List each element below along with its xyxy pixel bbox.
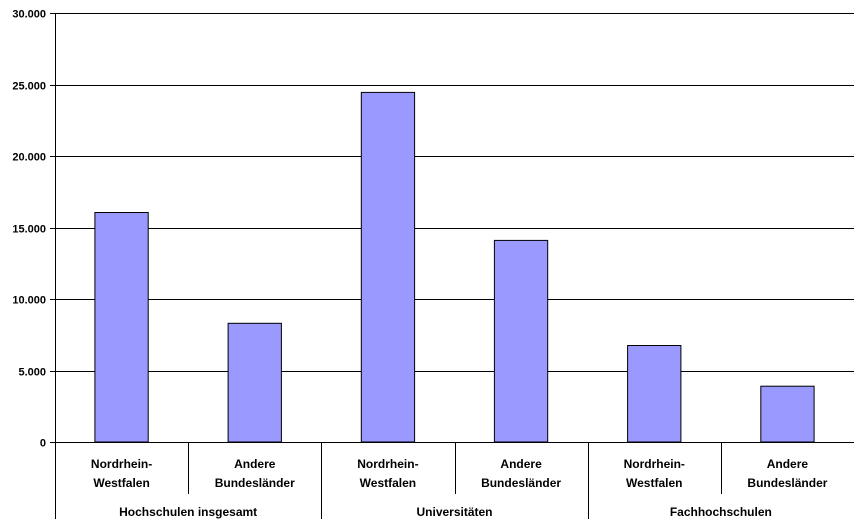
category-label: Andere (767, 457, 809, 471)
bar (627, 345, 682, 443)
bar (760, 385, 815, 443)
bar (493, 239, 549, 443)
category-label: Nordrhein- (357, 457, 418, 471)
axes (55, 13, 854, 519)
bar (227, 322, 282, 443)
category-label: Nordrhein- (91, 457, 152, 471)
y-tick-label: 0 (40, 438, 46, 450)
y-axis-ticks: 0 5.000 10.000 15.000 20.000 25.000 30.000 (12, 9, 55, 450)
y-tick-label: 25.000 (12, 81, 46, 93)
category-labels: Nordrhein- Westfalen Andere Bundesländer Hoc… (91, 457, 828, 519)
category-label: Bundesländer (747, 476, 827, 490)
category-label: Andere (500, 457, 542, 471)
bar (360, 91, 416, 443)
category-label: Andere (234, 457, 276, 471)
group-label: Universitäten (416, 505, 492, 519)
group-label: Fachhochschulen (670, 505, 772, 519)
category-label: Nordrhein- (624, 457, 685, 471)
bar (94, 212, 149, 443)
category-label: Westfalen (626, 476, 682, 490)
category-label: Westfalen (360, 476, 416, 490)
bars (94, 91, 815, 443)
y-tick-label: 10.000 (12, 295, 46, 307)
y-tick-label: 15.000 (12, 224, 46, 236)
gridlines (55, 13, 854, 372)
category-label: Westfalen (93, 476, 149, 490)
category-label: Bundesländer (481, 476, 561, 490)
group-label: Hochschulen insgesamt (119, 505, 257, 519)
y-tick-label: 20.000 (12, 152, 46, 164)
y-tick-label: 5.000 (18, 367, 46, 379)
y-tick-label: 30.000 (12, 9, 46, 21)
category-label: Bundesländer (215, 476, 295, 490)
